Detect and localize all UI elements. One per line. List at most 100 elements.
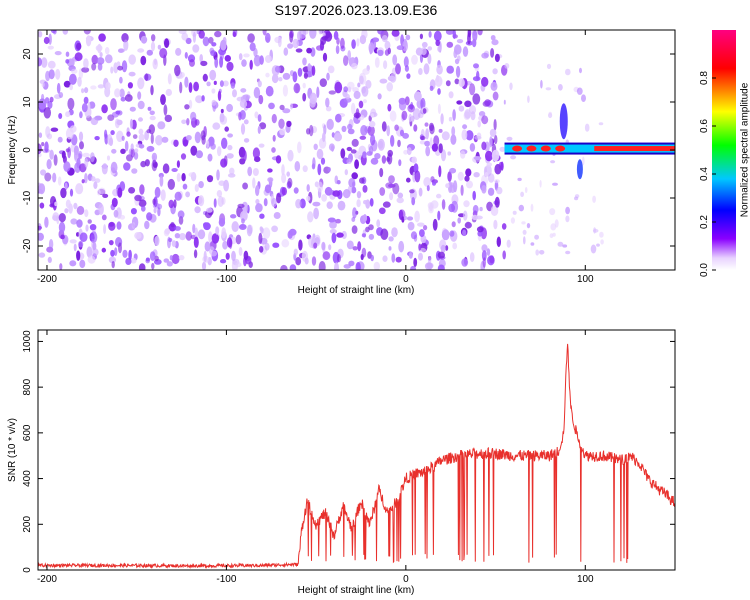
noise-blob bbox=[44, 141, 49, 153]
noise-blob bbox=[38, 232, 44, 241]
noise-blob bbox=[247, 166, 253, 177]
noise-blob bbox=[539, 180, 542, 188]
signal-band-mid bbox=[504, 144, 675, 153]
noise-blob bbox=[38, 132, 43, 138]
noise-blob bbox=[121, 135, 125, 141]
noise-blob bbox=[360, 124, 368, 136]
noise-blob bbox=[491, 39, 499, 46]
noise-blob bbox=[218, 217, 226, 227]
noise-blob bbox=[144, 130, 150, 141]
noise-blob bbox=[46, 159, 52, 170]
noise-blob bbox=[138, 144, 145, 149]
noise-blob bbox=[119, 214, 126, 220]
noise-blob bbox=[164, 38, 170, 49]
noise-blob bbox=[173, 199, 177, 209]
noise-blob bbox=[174, 233, 181, 239]
noise-blob bbox=[335, 218, 341, 224]
noise-blob bbox=[56, 82, 61, 94]
noise-blob bbox=[82, 152, 90, 158]
noise-blob bbox=[449, 230, 455, 237]
noise-blob bbox=[116, 61, 121, 68]
noise-blob bbox=[160, 94, 166, 106]
noise-blob bbox=[203, 222, 211, 231]
noise-blob bbox=[101, 104, 108, 114]
noise-blob bbox=[133, 151, 139, 160]
noise-blob bbox=[38, 143, 42, 155]
noise-blob bbox=[464, 100, 472, 108]
noise-blob bbox=[469, 252, 475, 263]
noise-blob bbox=[141, 205, 146, 212]
noise-blob bbox=[39, 202, 45, 209]
noise-blob bbox=[530, 242, 535, 246]
noise-blob bbox=[243, 250, 249, 261]
noise-blob bbox=[382, 255, 388, 262]
noise-blob bbox=[294, 161, 301, 172]
noise-blob bbox=[170, 221, 175, 228]
noise-blob bbox=[181, 32, 188, 41]
noise-blob bbox=[302, 57, 307, 66]
noise-blob bbox=[362, 68, 370, 75]
noise-blob bbox=[324, 186, 333, 196]
noise-blob bbox=[411, 54, 418, 65]
noise-blob bbox=[220, 259, 227, 264]
noise-blob bbox=[268, 102, 275, 110]
noise-blob bbox=[84, 209, 89, 218]
noise-blob bbox=[596, 243, 600, 247]
noise-blob bbox=[430, 200, 439, 209]
noise-blob bbox=[333, 30, 339, 40]
noise-blob bbox=[307, 211, 314, 223]
noise-blob bbox=[370, 157, 379, 165]
noise-blob bbox=[167, 73, 172, 85]
noise-blob bbox=[337, 254, 341, 263]
noise-blob bbox=[50, 127, 59, 132]
noise-blob bbox=[188, 99, 193, 109]
noise-blob bbox=[49, 96, 54, 103]
y-tick-label: 400 bbox=[22, 470, 33, 487]
noise-blob bbox=[401, 110, 408, 121]
noise-blob bbox=[85, 35, 92, 47]
noise-blob bbox=[171, 168, 178, 172]
noise-blob bbox=[295, 48, 303, 53]
noise-blob bbox=[75, 183, 84, 195]
noise-blob bbox=[254, 111, 259, 119]
noise-blob bbox=[252, 177, 256, 189]
noise-blob bbox=[211, 42, 217, 47]
noise-blob bbox=[210, 50, 217, 57]
noise-blob bbox=[58, 113, 63, 119]
noise-blob bbox=[79, 141, 84, 150]
noise-blob bbox=[117, 187, 123, 198]
noise-blob bbox=[494, 134, 498, 145]
noise-blob bbox=[41, 142, 45, 147]
noise-blob bbox=[412, 108, 421, 120]
noise-blob bbox=[242, 150, 247, 162]
noise-blob bbox=[271, 225, 278, 233]
noise-blob bbox=[345, 93, 350, 100]
noise-blob bbox=[482, 257, 486, 268]
noise-blob bbox=[184, 76, 189, 88]
noise-blob bbox=[424, 122, 429, 127]
noise-blob bbox=[429, 85, 434, 92]
noise-blob bbox=[325, 97, 330, 108]
noise-blob bbox=[163, 104, 168, 116]
noise-blob bbox=[331, 232, 337, 244]
noise-blob bbox=[213, 198, 217, 208]
noise-blob bbox=[176, 160, 180, 168]
noise-blob bbox=[111, 261, 115, 269]
noise-blob bbox=[194, 184, 199, 192]
noise-blob bbox=[276, 193, 282, 204]
noise-blob bbox=[506, 136, 513, 141]
noise-blob bbox=[192, 31, 196, 43]
noise-blob bbox=[90, 176, 96, 182]
noise-blob bbox=[385, 182, 394, 189]
noise-blob bbox=[361, 86, 369, 97]
noise-blob bbox=[418, 68, 423, 75]
noise-blob bbox=[369, 120, 376, 128]
noise-blob bbox=[91, 54, 99, 65]
colorbar-ticks: 0.0 0.2 0.4 0.6 0.8 bbox=[699, 71, 716, 277]
noise-blob bbox=[206, 81, 211, 87]
noise-blob bbox=[420, 97, 426, 110]
noise-blob bbox=[106, 155, 111, 161]
noise-blob bbox=[461, 258, 469, 267]
noise-blob bbox=[449, 184, 456, 193]
x-tick-label: -100 bbox=[216, 274, 236, 285]
